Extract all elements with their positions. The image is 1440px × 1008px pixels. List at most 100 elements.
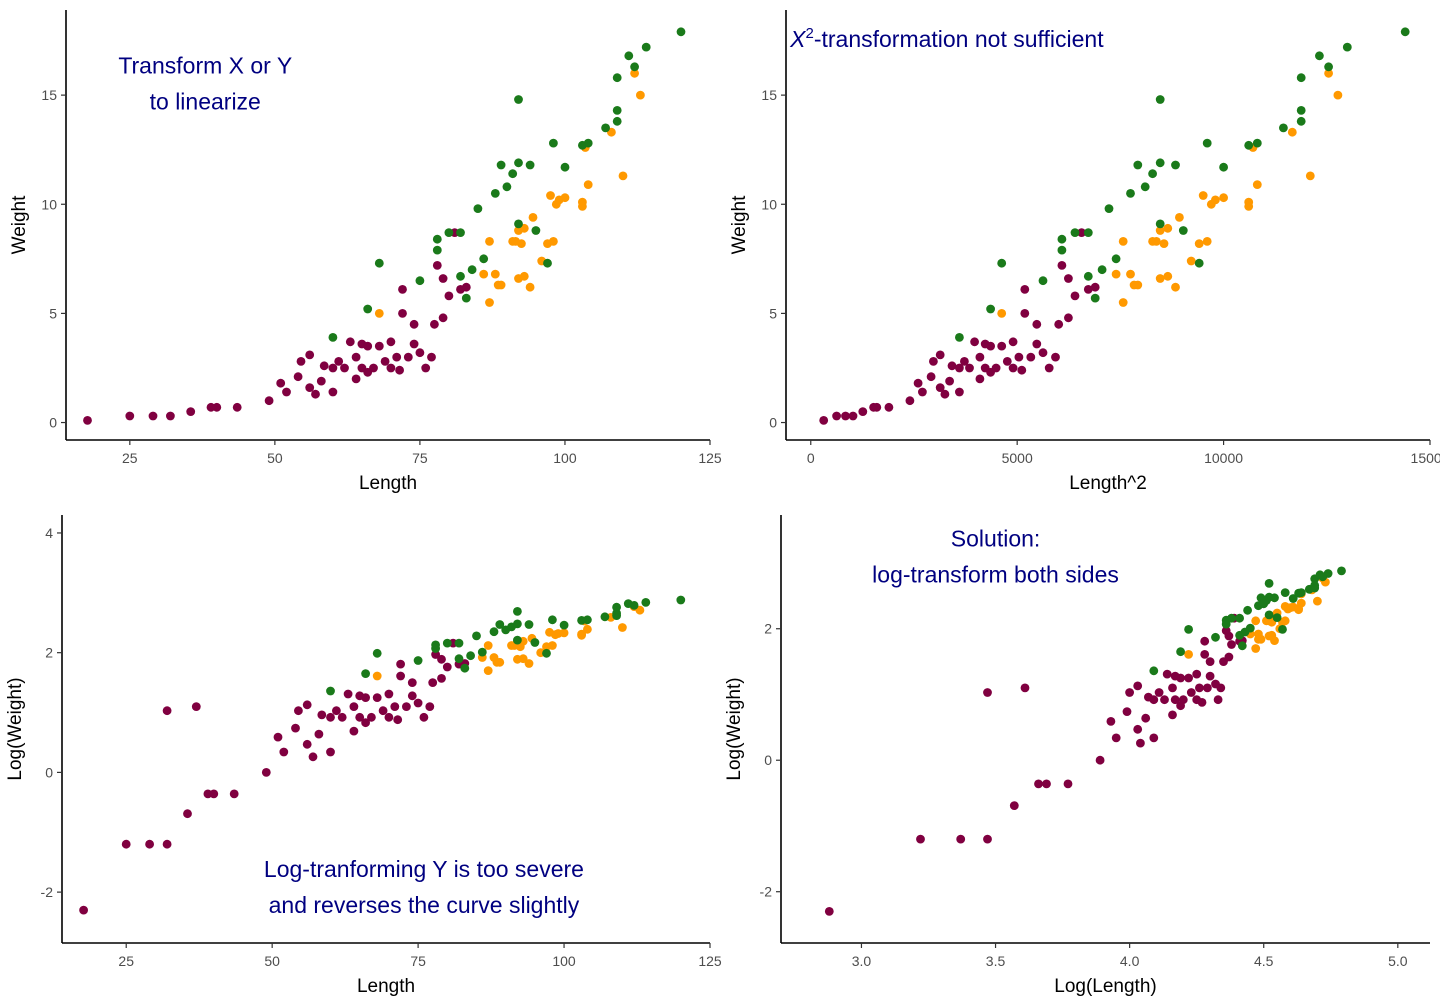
data-point <box>1205 657 1215 666</box>
data-point <box>162 706 172 716</box>
data-point <box>583 180 593 190</box>
data-point <box>293 372 303 382</box>
data-point <box>425 702 435 711</box>
x-tick-label: 4.0 <box>1120 953 1140 969</box>
data-point <box>1083 271 1093 281</box>
annotation-text: -transformation not sufficient <box>814 26 1104 52</box>
data-point <box>991 363 1001 373</box>
data-point <box>1083 285 1093 294</box>
data-point <box>935 383 945 392</box>
data-point <box>1090 282 1100 292</box>
x-tick-label: 5.0 <box>1388 953 1408 969</box>
data-point <box>479 254 489 264</box>
y-tick-label: 2 <box>764 621 772 637</box>
data-point <box>337 712 347 722</box>
data-point <box>955 387 964 397</box>
data-point <box>305 383 315 392</box>
data-point <box>549 138 558 148</box>
x-tick-label: 0 <box>807 450 815 466</box>
data-point <box>334 357 344 366</box>
data-point <box>1154 688 1164 697</box>
y-tick-label: 10 <box>41 196 57 212</box>
data-point <box>466 651 475 661</box>
data-point <box>490 189 500 198</box>
data-point <box>372 648 382 658</box>
data-point <box>1155 226 1165 235</box>
data-point <box>363 304 373 314</box>
annotation-line: Log-tranforming Y is too severe <box>264 856 584 882</box>
data-point <box>1140 182 1150 192</box>
data-point <box>559 628 569 638</box>
data-point <box>1296 116 1306 126</box>
y-tick-label: -2 <box>41 884 54 900</box>
data-point <box>583 624 592 634</box>
data-point <box>514 219 523 229</box>
data-point <box>884 402 894 412</box>
data-point <box>1032 319 1042 329</box>
data-point <box>431 640 440 650</box>
data-point <box>1245 623 1255 633</box>
data-point <box>913 378 923 388</box>
data-point <box>1202 237 1212 246</box>
data-point <box>1198 191 1208 200</box>
data-point <box>926 372 936 382</box>
data-point <box>311 389 320 399</box>
data-point <box>1149 666 1159 676</box>
data-point <box>483 641 493 650</box>
data-point <box>543 258 552 268</box>
x-tick-label: 4.5 <box>1254 953 1274 969</box>
data-point <box>79 905 88 915</box>
data-point <box>390 702 400 711</box>
data-point <box>409 319 419 329</box>
data-point <box>618 171 628 181</box>
series-group_a <box>79 638 470 915</box>
data-point <box>1057 261 1067 270</box>
y-axis-title: Weight <box>729 195 750 255</box>
data-point <box>1243 605 1252 615</box>
x-axis-title: Length <box>359 473 417 494</box>
data-point <box>296 357 306 366</box>
data-point <box>1064 313 1073 323</box>
data-point <box>442 662 452 672</box>
data-point <box>442 638 452 648</box>
data-point <box>970 337 979 347</box>
data-point <box>1270 636 1279 645</box>
data-point <box>372 693 382 702</box>
data-point <box>528 213 538 222</box>
data-point <box>427 352 436 362</box>
series-group_c <box>326 595 686 696</box>
data-point <box>1106 717 1116 726</box>
x-tick-label: 75 <box>412 450 428 466</box>
data-point <box>1194 239 1204 249</box>
data-point <box>514 95 523 104</box>
data-point <box>513 635 522 645</box>
data-point <box>1219 162 1228 172</box>
data-point <box>386 337 396 347</box>
data-point <box>848 411 858 421</box>
data-point <box>332 706 341 716</box>
data-point <box>496 280 506 290</box>
data-point <box>490 269 500 279</box>
data-point <box>428 678 438 687</box>
data-point <box>1057 245 1067 255</box>
data-point <box>841 411 850 421</box>
data-point <box>560 193 570 203</box>
panel-1: 25 50 75 100 125 0 5 10 15 Length Weight Transform … <box>9 10 722 494</box>
data-point <box>186 407 196 416</box>
data-point <box>1152 237 1161 246</box>
data-point <box>1244 140 1254 150</box>
data-point <box>641 598 651 607</box>
data-point <box>1168 710 1177 720</box>
data-point <box>438 274 448 283</box>
y-tick-label: 0 <box>764 752 772 768</box>
data-point <box>1111 269 1121 279</box>
data-point <box>1111 733 1121 743</box>
data-point <box>1224 652 1234 662</box>
data-point <box>415 348 425 358</box>
data-point <box>1219 193 1228 203</box>
data-point <box>1133 681 1143 691</box>
data-point <box>1176 647 1185 657</box>
data-point <box>1287 127 1297 137</box>
data-point <box>1324 68 1333 78</box>
data-point <box>302 739 312 749</box>
